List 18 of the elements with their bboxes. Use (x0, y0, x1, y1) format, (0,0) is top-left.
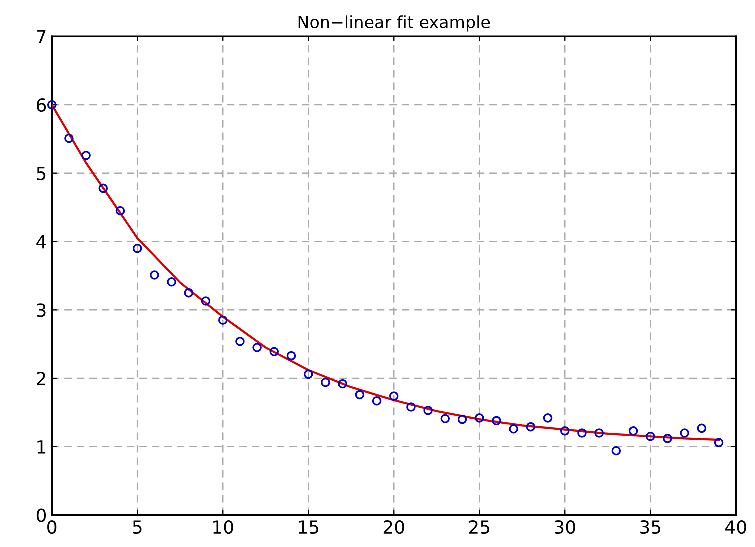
x-tick-label: 0 (48, 520, 57, 534)
y-tick-label: 4 (36, 235, 46, 249)
x-tick-label: 20 (384, 520, 404, 534)
x-tick-label: 5 (133, 520, 142, 534)
x-tick-label: 30 (555, 520, 576, 534)
chart-title: Non−linear fit example (298, 16, 490, 32)
x-tick-label: 25 (469, 520, 490, 534)
y-tick-label: 7 (37, 30, 46, 44)
x-tick-label: 35 (640, 520, 661, 534)
y-tick-label: 6 (37, 98, 46, 112)
x-tick-label: 10 (214, 520, 234, 534)
x-tick-label: 40 (726, 520, 746, 534)
y-tick-label: 0 (36, 508, 46, 522)
x-tick-label: 15 (299, 520, 319, 534)
y-tick-label: 2 (37, 372, 46, 386)
y-tick-label: 5 (37, 167, 46, 181)
y-tick-label: 1 (38, 440, 46, 454)
y-tick-label: 3 (37, 304, 46, 318)
